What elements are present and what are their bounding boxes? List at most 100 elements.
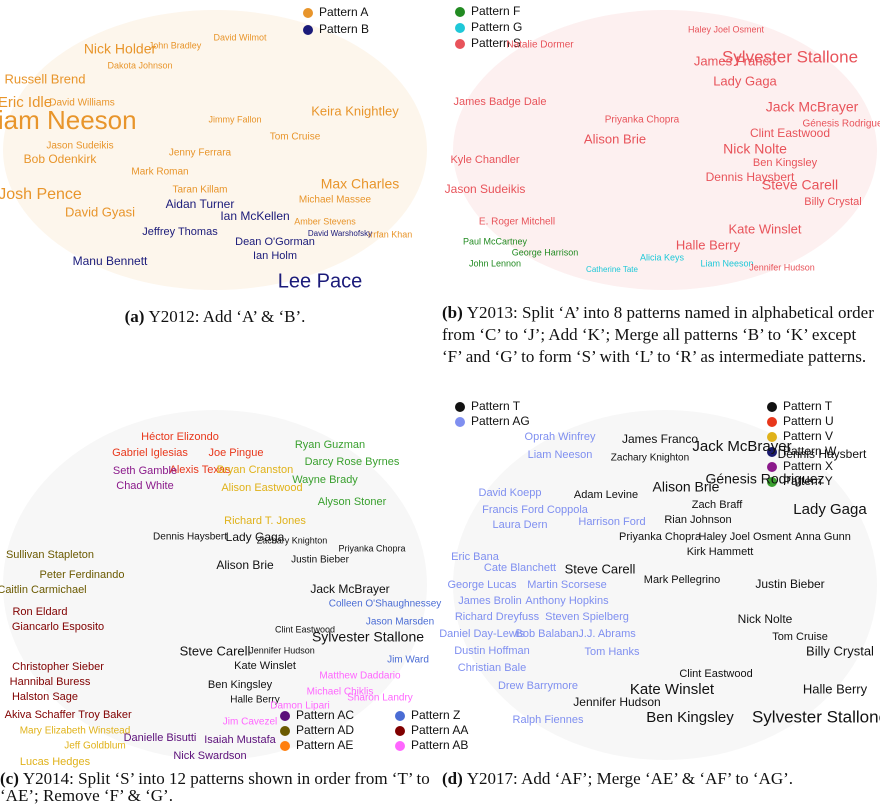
- cloud-word: Matthew Daddario: [319, 671, 401, 682]
- cloud-word: Billy Crystal: [806, 643, 874, 658]
- cloud-word: Ben Kingsley: [753, 157, 818, 169]
- cloud-word: Ben Kingsley: [646, 709, 734, 726]
- caption-label: (a): [124, 307, 145, 326]
- cloud-word: Dennis Haysbert: [706, 170, 795, 184]
- cloud-word: E. Roger Mitchell: [479, 217, 555, 228]
- cloud-word: Kate Winslet: [234, 660, 296, 672]
- cloud-word: Dakota Johnson: [107, 60, 172, 70]
- cloud-word: David Williams: [49, 98, 115, 109]
- cloud-word: Billy Crystal: [804, 196, 861, 208]
- cloud-word: Jason Sudeikis: [46, 141, 113, 152]
- cloud-word: Max Charles: [321, 176, 400, 192]
- cloud-word: Liam Neeson: [700, 258, 753, 268]
- cloud-word: Lady Gaga: [713, 73, 777, 88]
- cloud-word: Halle Berry: [676, 237, 741, 252]
- cloud-word: Alison Brie: [584, 131, 646, 146]
- cloud-word: Drew Barrymore: [498, 680, 578, 692]
- cloud-word: Alison Brie: [653, 479, 720, 495]
- cloud-word: Jennifer Hudson: [749, 262, 815, 272]
- cloud-word: Mark Roman: [131, 167, 188, 178]
- cloud-word: Eric Bana: [451, 551, 500, 563]
- cloud-word: Liam Neeson: [528, 449, 593, 461]
- cloud-word: Jennifer Hudson: [573, 695, 660, 709]
- cloud-word: Lucas Hedges: [20, 756, 91, 768]
- cloud-word: Peter Ferdinando: [40, 569, 125, 581]
- cloud-word: Eric Idle: [0, 94, 52, 111]
- cloud-word: Jeff Goldblum: [64, 741, 126, 752]
- cloud-word: Damon Lipari: [270, 701, 329, 712]
- cloud-word: Dennis Haysbert: [778, 447, 867, 461]
- cloud-word: Alyson Stoner: [318, 496, 387, 508]
- caption-c: (c) Y2014: Split ‘S’ into 12 patterns sho…: [0, 770, 436, 804]
- legend-marker: [280, 741, 290, 751]
- legend-label: Pattern T: [783, 399, 833, 413]
- cloud-word: Jim Cavezel: [223, 717, 277, 728]
- legend-label: Pattern S: [471, 36, 521, 50]
- legend-marker: [767, 402, 777, 412]
- cloud-word: Héctor Elizondo: [141, 431, 219, 443]
- cloud-word: Tom Cruise: [772, 631, 828, 643]
- cloud-word: Priyanka Chopra: [605, 115, 680, 126]
- cloud-word: Steven Spielberg: [545, 611, 629, 623]
- caption-text: Y2017: Add ‘AF’; Merge ‘AE’ & ‘AF’ to ‘A…: [466, 769, 794, 788]
- caption-b: (b) Y2013: Split ‘A’ into 8 patterns name…: [442, 302, 878, 368]
- cloud-word: Alison Brie: [216, 558, 274, 572]
- cloud-word: Ian Holm: [253, 250, 297, 262]
- cloud-word: Nick Nolte: [738, 612, 793, 626]
- cloud-word: Halle Berry: [803, 681, 868, 696]
- legend-label: Pattern W: [783, 444, 837, 458]
- cloud-word: Nick Nolte: [723, 141, 787, 157]
- cloud-a-background: [3, 10, 427, 290]
- cloud-word: Colleen O'Shaughnessey: [329, 599, 442, 610]
- cloud-word: Michael Massee: [299, 195, 372, 206]
- cloud-word: Nick Swardson: [173, 750, 246, 762]
- cloud-word: Sylvester Stallone: [752, 707, 880, 726]
- legend-marker: [455, 7, 465, 17]
- cloud-word: Francis Ford Coppola: [482, 504, 589, 516]
- cloud-word: Josh Pence: [0, 186, 82, 203]
- cloud-word: Russell Brend: [5, 71, 86, 86]
- cloud-word: Troy Baker: [78, 709, 132, 721]
- cloud-word: Justin Bieber: [755, 577, 824, 591]
- legend-marker: [455, 402, 465, 412]
- cloud-word: Christopher Sieber: [12, 661, 104, 673]
- cloud-word: Jack McBrayer: [310, 582, 389, 596]
- cloud-word: Danielle Bisutti: [124, 732, 197, 744]
- legend-marker: [455, 417, 465, 427]
- cloud-word: Cate Blanchett: [484, 562, 556, 574]
- cloud-word: Mary Elizabeth Winstead: [20, 726, 131, 737]
- cloud-word: Haley Joel Osment: [688, 24, 765, 34]
- cloud-word: Génesis Rodriguez: [705, 471, 824, 487]
- legend-marker: [395, 726, 405, 736]
- legend-marker: [767, 462, 777, 472]
- cloud-word: James Franco: [622, 432, 698, 446]
- cloud-word: Irrfan Khan: [368, 229, 413, 239]
- cloud-word: Adam Levine: [574, 489, 638, 501]
- cloud-b-background: [453, 10, 877, 290]
- cloud-word: Haley Joel Osment: [699, 531, 792, 543]
- cloud-word: Laura Dern: [492, 519, 547, 531]
- cloud-word: Zachary Knighton: [257, 535, 328, 545]
- cloud-word: Ralph Fiennes: [513, 714, 584, 726]
- cloud-word: Dennis Haysbert: [153, 532, 227, 543]
- cloud-word: Seth Gamble: [113, 465, 177, 477]
- legend-label: Pattern Z: [411, 708, 460, 722]
- cloud-word: Kate Winslet: [729, 221, 802, 236]
- cloud-word: Jimmy Fallon: [208, 114, 261, 124]
- legend-marker: [455, 23, 465, 33]
- legend-label: Pattern AD: [296, 723, 354, 737]
- cloud-word: Priyanka Chopra: [338, 543, 405, 553]
- caption-a: (a) Y2012: Add ‘A’ & ‘B’.: [0, 306, 430, 328]
- caption-text: Y2012: Add ‘A’ & ‘B’.: [148, 307, 306, 326]
- cloud-word: Richard Dreyfuss: [455, 611, 540, 623]
- cloud-word: David Wilmot: [213, 32, 267, 42]
- legend-label: Pattern U: [783, 414, 834, 428]
- cloud-word: Jennifer Hudson: [249, 645, 315, 655]
- cloud-word: Steve Carell: [180, 643, 251, 658]
- cloud-word: David Gyasi: [65, 204, 135, 219]
- cloud-word: Giancarlo Esposito: [12, 621, 104, 633]
- cloud-word: Anna Gunn: [795, 531, 851, 543]
- cloud-word: Oprah Winfrey: [525, 431, 596, 443]
